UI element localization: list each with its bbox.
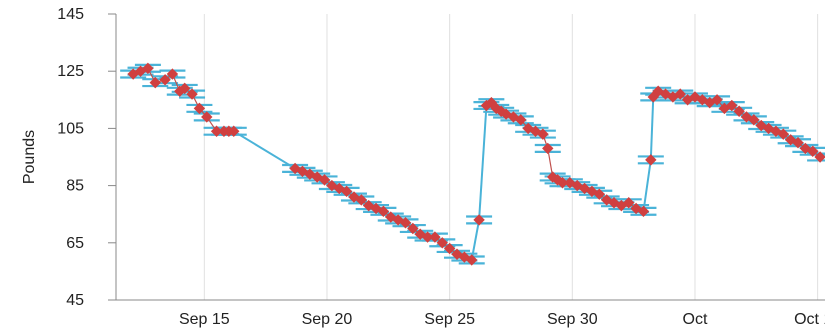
x-tick-label: Oct: [683, 311, 708, 328]
data-point: [318, 174, 331, 186]
data-point: [348, 191, 360, 203]
data-point: [186, 88, 198, 100]
y-tick-label: 125: [57, 63, 84, 80]
series-line-segment: [478, 105, 488, 220]
data-point: [586, 185, 598, 198]
x-tick-label: Sep 15: [179, 311, 230, 328]
data-point: [674, 88, 686, 100]
data-point: [500, 108, 512, 120]
data-point: [733, 105, 745, 117]
data-point: [414, 228, 426, 240]
y-tick-label: 65: [66, 235, 84, 252]
data-point: [443, 242, 456, 255]
data-point: [807, 145, 819, 157]
data-point: [537, 128, 549, 140]
data-point: [814, 151, 825, 163]
data-point: [142, 62, 154, 75]
data-point: [429, 231, 441, 243]
y-tick-label: 85: [66, 178, 84, 195]
data-point: [507, 111, 520, 123]
data-point: [578, 182, 591, 195]
data-point: [296, 165, 309, 178]
error-bars: [120, 63, 825, 265]
data-point: [228, 125, 240, 137]
data-point: [473, 214, 485, 226]
data-point: [711, 94, 723, 106]
grid-lines: [203, 14, 819, 300]
data-point: [178, 82, 191, 95]
data-point: [792, 136, 804, 149]
series-line-segment: [642, 159, 652, 212]
x-tick-label: Sep 30: [547, 311, 598, 328]
data-point: [436, 237, 448, 249]
y-tick-label: 45: [66, 292, 84, 309]
data-point: [490, 102, 502, 115]
data-point: [637, 205, 650, 218]
data-point: [407, 222, 419, 235]
data-point: [623, 197, 635, 209]
data-point: [689, 91, 701, 103]
x-tick-label: Sep 20: [302, 311, 353, 328]
data-point: [755, 119, 767, 132]
y-tick-label: 145: [57, 6, 84, 23]
data-markers: [127, 62, 825, 266]
y-tick-label: 105: [57, 120, 84, 137]
data-point: [149, 76, 161, 89]
data-point: [551, 174, 564, 186]
data-point: [645, 154, 657, 166]
series-line-segment: [470, 219, 481, 261]
data-point: [201, 111, 213, 123]
x-tick-label: Sep 25: [424, 311, 475, 328]
data-point: [377, 205, 390, 218]
data-point: [630, 202, 642, 215]
data-point: [355, 194, 368, 206]
tick-labels: Sep 15 Sep 20 Sep 25 Sep 30 Oct Oct 10 45 65 85 1…: [57, 6, 825, 328]
data-point: [696, 94, 709, 106]
data-point: [458, 251, 471, 263]
data-point: [542, 142, 554, 155]
data-point: [311, 171, 323, 183]
data-point: [159, 74, 171, 86]
series-line-segment: [649, 96, 655, 160]
data-point: [451, 248, 463, 260]
data-point: [399, 217, 412, 229]
data-point: [340, 185, 353, 198]
data-point: [193, 102, 206, 115]
data-point: [362, 199, 375, 212]
x-tick-label: Oct 10: [794, 311, 825, 328]
series-line-segment: [233, 130, 296, 170]
data-point: [304, 168, 316, 180]
data-point: [726, 99, 738, 112]
axes: [108, 13, 825, 301]
data-point: [166, 68, 179, 80]
y-axis-title: Pounds: [21, 130, 38, 184]
data-point: [515, 114, 527, 126]
data-point: [799, 142, 812, 155]
data-point: [748, 114, 760, 126]
data-point: [593, 188, 606, 200]
data-point: [466, 254, 478, 266]
data-point: [289, 162, 301, 175]
data-point: [740, 111, 753, 123]
data-point: [777, 128, 790, 140]
